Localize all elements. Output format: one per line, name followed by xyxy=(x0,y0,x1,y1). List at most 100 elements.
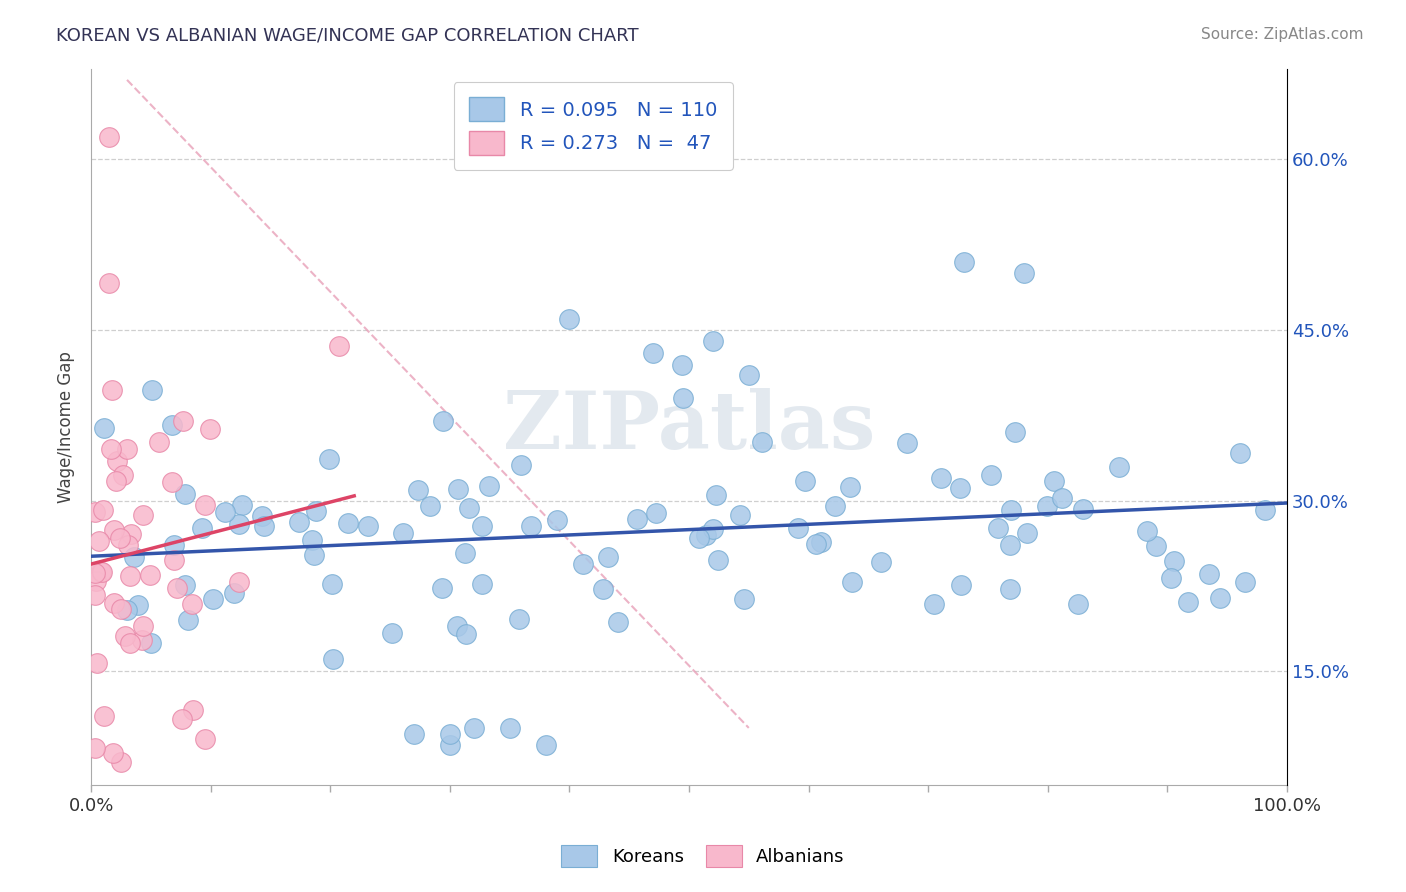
Point xyxy=(931,471,953,485)
Point xyxy=(1000,503,1022,517)
Point xyxy=(949,482,972,496)
Point xyxy=(896,436,918,450)
Point xyxy=(141,383,163,397)
Point xyxy=(110,755,132,769)
Point xyxy=(91,503,114,517)
Point xyxy=(93,709,115,723)
Point xyxy=(1067,597,1090,611)
Point xyxy=(214,505,236,519)
Point xyxy=(162,417,184,432)
Point xyxy=(643,345,665,359)
Point xyxy=(953,254,976,268)
Point xyxy=(115,603,138,617)
Point xyxy=(1233,574,1256,589)
Point xyxy=(288,515,311,529)
Point xyxy=(1015,525,1038,540)
Point xyxy=(592,582,614,596)
Point xyxy=(498,721,520,735)
Point xyxy=(83,566,105,581)
Point xyxy=(626,512,648,526)
Point xyxy=(124,550,146,565)
Point xyxy=(84,588,107,602)
Point xyxy=(118,569,141,583)
Point xyxy=(163,538,186,552)
Point xyxy=(98,276,121,290)
Point xyxy=(1004,425,1026,439)
Point xyxy=(1108,459,1130,474)
Point xyxy=(1071,501,1094,516)
Point xyxy=(90,565,112,579)
Point xyxy=(671,358,693,372)
Point xyxy=(253,518,276,533)
Point xyxy=(228,575,250,590)
Point xyxy=(607,615,630,630)
Point xyxy=(1160,571,1182,585)
Point xyxy=(432,414,454,428)
Point xyxy=(322,652,344,666)
Point xyxy=(318,451,340,466)
Point xyxy=(101,383,124,397)
Point xyxy=(91,566,114,580)
Point xyxy=(305,504,328,518)
Point xyxy=(707,552,730,566)
Point xyxy=(1209,591,1232,605)
Point xyxy=(728,508,751,522)
Point xyxy=(471,577,494,591)
Point xyxy=(810,534,832,549)
Point xyxy=(110,602,132,616)
Point xyxy=(93,421,115,435)
Point xyxy=(558,311,581,326)
Point xyxy=(1254,502,1277,516)
Point xyxy=(1163,554,1185,568)
Point xyxy=(702,334,724,349)
Point xyxy=(321,577,343,591)
Point xyxy=(1012,266,1035,280)
Point xyxy=(688,531,710,545)
Point xyxy=(446,619,468,633)
Point xyxy=(98,129,121,144)
Point xyxy=(1035,500,1057,514)
Point xyxy=(337,516,360,531)
Point xyxy=(83,741,105,756)
Point xyxy=(520,518,543,533)
Point xyxy=(419,499,441,513)
Point xyxy=(402,726,425,740)
Point xyxy=(108,532,131,546)
Point xyxy=(117,442,139,456)
Point xyxy=(787,521,810,535)
Point xyxy=(392,525,415,540)
Point xyxy=(302,548,325,562)
Point xyxy=(870,555,893,569)
Point xyxy=(301,533,323,547)
Point xyxy=(458,501,481,516)
Point xyxy=(733,592,755,607)
Point xyxy=(1198,566,1220,581)
Point xyxy=(598,549,620,564)
Point xyxy=(174,578,197,592)
Point xyxy=(118,636,141,650)
Point xyxy=(127,598,149,612)
Point xyxy=(695,528,717,542)
Text: KOREAN VS ALBANIAN WAGE/INCOME GAP CORRELATION CHART: KOREAN VS ALBANIAN WAGE/INCOME GAP CORRE… xyxy=(56,27,638,45)
Point xyxy=(510,458,533,472)
Point xyxy=(105,454,128,468)
Point xyxy=(101,746,124,760)
Point xyxy=(1043,474,1066,488)
Point xyxy=(138,568,160,582)
Point xyxy=(84,574,107,588)
Point xyxy=(980,468,1002,483)
Point xyxy=(471,519,494,533)
Point xyxy=(439,738,461,752)
Point xyxy=(439,726,461,740)
Point xyxy=(1052,491,1074,505)
Point xyxy=(381,626,404,640)
Point xyxy=(120,526,142,541)
Point xyxy=(224,586,246,600)
Point xyxy=(172,414,194,428)
Text: ZIPatlas: ZIPatlas xyxy=(503,388,875,466)
Point xyxy=(508,612,530,626)
Point xyxy=(704,487,727,501)
Point xyxy=(191,521,214,535)
Point xyxy=(1136,524,1159,538)
Point xyxy=(100,442,122,456)
